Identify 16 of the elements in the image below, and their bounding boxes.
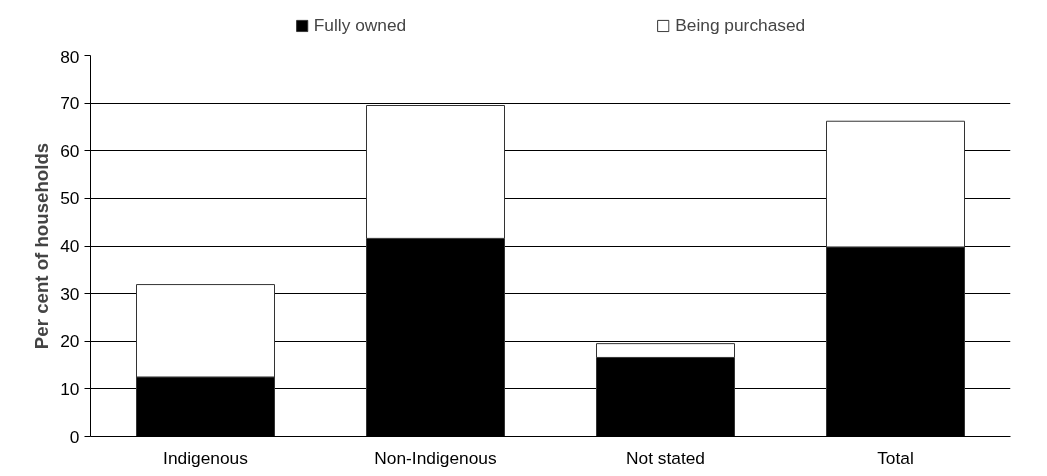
y-axis-title: Per cent of households [31, 142, 53, 350]
x-tick-label: Not stated [626, 447, 705, 468]
y-tick-label: 60 [60, 140, 80, 161]
y-tick-label: 80 [60, 46, 80, 67]
y-tick-label: 40 [60, 236, 80, 256]
y-tick-label: 0 [69, 426, 80, 447]
y-tick-label: 30 [60, 283, 80, 304]
legend-label: Fully owned [313, 14, 407, 36]
y-tick-label: 20 [60, 331, 80, 352]
x-tick-label: Non-Indigenous [374, 447, 498, 468]
x-tick-label: Indigenous [163, 447, 249, 468]
y-tick-label: 50 [60, 188, 80, 209]
x-tick-label: Total [877, 447, 914, 468]
legend-label: Being purchased [675, 14, 806, 36]
y-tick-label: 70 [60, 93, 80, 114]
y-tick-label: 10 [60, 378, 80, 399]
